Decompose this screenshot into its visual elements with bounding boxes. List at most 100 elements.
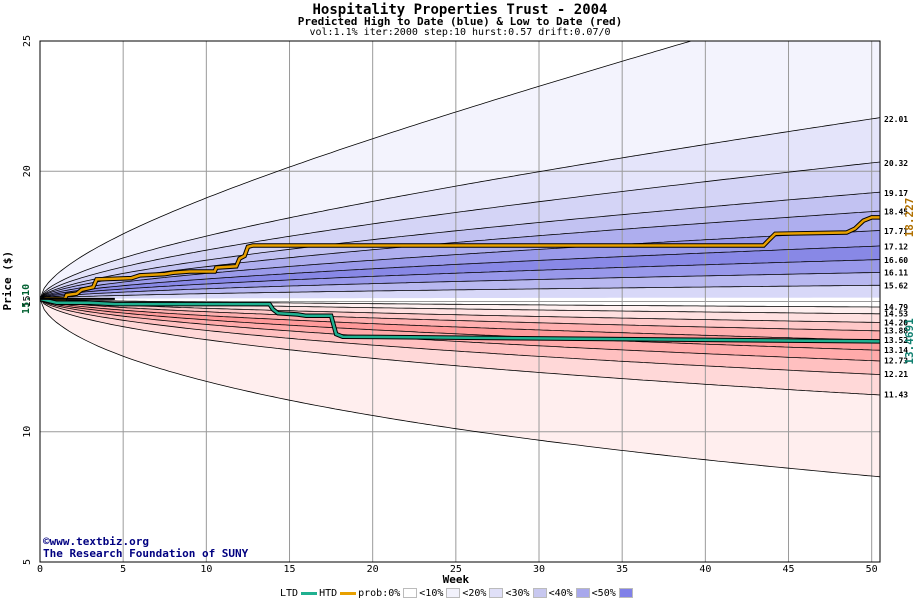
- x-tick-label: 0: [37, 564, 43, 575]
- legend-label: <30%: [505, 587, 530, 599]
- y-tick-label: 25: [22, 35, 33, 47]
- legend-swatch: [532, 588, 547, 598]
- x-tick-label: 50: [866, 564, 878, 575]
- legend-label: <40%: [548, 587, 573, 599]
- percentile-line: [40, 245, 880, 300]
- percentile-label: 12.21: [884, 370, 908, 379]
- credit-org: The Research Foundation of SUNY: [43, 547, 249, 560]
- percentile-line: [40, 284, 880, 300]
- percentile-line: [40, 210, 880, 300]
- band-high: [40, 192, 880, 299]
- percentile-line: [40, 298, 880, 478]
- legend-label: <20%: [462, 587, 487, 599]
- band-low: [40, 298, 880, 361]
- y-tick-label: 10: [22, 426, 33, 438]
- percentile-line: [40, 259, 880, 300]
- bands-group: [40, 41, 880, 477]
- percentile-line: [40, 298, 880, 332]
- percentile-label: 18.45: [884, 208, 908, 217]
- percentile-line: [40, 298, 880, 396]
- legend-label: HTD: [319, 587, 338, 599]
- percentile-label: 14.20: [884, 318, 908, 327]
- y-tick-label: 15: [22, 295, 33, 307]
- band-low: [40, 298, 880, 323]
- legend-swatch-line: [340, 591, 357, 595]
- band-high: [40, 259, 880, 299]
- legend-swatch: [618, 588, 633, 598]
- chart-subtitle: Predicted High to Date (blue) & Low to D…: [297, 15, 623, 28]
- percentile-line: [40, 298, 880, 323]
- legend-label: prob:0%: [358, 587, 401, 599]
- band-low: [40, 298, 880, 375]
- y-axis-label: Price ($): [1, 251, 14, 311]
- percentile-label: 16.60: [884, 256, 908, 265]
- band-high: [40, 211, 880, 299]
- band-low: [40, 298, 880, 477]
- percentile-line: [40, 191, 880, 300]
- band-high: [40, 162, 880, 299]
- percentile-label: 22.01: [884, 115, 908, 124]
- percentile-label: 16.11: [884, 269, 908, 278]
- band-high: [40, 245, 880, 299]
- percentile-label: 14.79: [884, 303, 908, 312]
- band-high: [40, 117, 880, 299]
- percentile-line: [40, 298, 880, 375]
- percentile-line: [40, 298, 880, 341]
- percentile-label: 13.88: [884, 327, 908, 336]
- percentile-label: 15.62: [884, 281, 908, 290]
- start-price-label: 15.10: [21, 284, 32, 314]
- x-tick-label: 45: [782, 564, 794, 575]
- y-tick-label: 5: [22, 559, 33, 565]
- series-line-ltd: [40, 297, 880, 343]
- percentile-label: 19.17: [884, 189, 908, 198]
- x-tick-label: 15: [283, 564, 295, 575]
- legend-label: <10%: [419, 587, 444, 599]
- band-low: [40, 298, 880, 395]
- credit-url: ©www.textbiz.org: [43, 535, 149, 548]
- percentile-label: 13.14: [884, 346, 908, 355]
- percentile-label: 17.12: [884, 242, 908, 251]
- x-tick-label: 40: [699, 564, 711, 575]
- percentile-label: 20.32: [884, 159, 908, 168]
- chart-params: vol:1.1% iter:2000 step:10 hurst:0.57 dr…: [309, 27, 611, 38]
- percentile-label: 14.53: [884, 310, 908, 319]
- percentile-label: 17.71: [884, 227, 908, 236]
- percentile-label: 11.43: [884, 390, 908, 399]
- band-high: [40, 41, 880, 299]
- legend: LTD HTD prob:0% <10% <20% <30% <40% <50%: [280, 586, 635, 600]
- percentile-line: [40, 272, 880, 300]
- percentile-label: 12.73: [884, 357, 908, 366]
- series-end-label-ltd: 13.4691: [903, 318, 916, 365]
- x-tick-label: 25: [450, 564, 462, 575]
- x-tick-label: 30: [533, 564, 545, 575]
- percentile-line: [40, 161, 880, 300]
- chart-title: Hospitality Properties Trust - 2004: [312, 2, 608, 18]
- boundary-lines: [40, 41, 880, 478]
- y-tick-label: 20: [22, 165, 33, 177]
- percentile-label: 13.52: [884, 336, 908, 345]
- legend-swatch: [403, 588, 418, 598]
- legend-label: <50%: [591, 587, 616, 599]
- series-end-label-htd: 18.227: [903, 198, 916, 238]
- plot-frame: [39, 40, 881, 563]
- x-tick-label: 20: [367, 564, 379, 575]
- legend-swatch: [446, 588, 461, 598]
- series-line-htd: [40, 216, 880, 301]
- legend-label: LTD: [280, 587, 299, 599]
- percentile-line: [40, 41, 693, 300]
- band-high: [40, 285, 880, 299]
- band-low: [40, 298, 880, 307]
- legend-swatch-line: [301, 591, 318, 595]
- x-tick-label: 35: [616, 564, 628, 575]
- x-tick-label: 5: [120, 564, 126, 575]
- x-tick-label: 10: [200, 564, 212, 575]
- percentile-line: [40, 298, 880, 351]
- legend-swatch: [489, 588, 504, 598]
- legend-swatch: [575, 588, 590, 598]
- x-axis-label: Week: [443, 573, 470, 586]
- percentile-line: [40, 298, 880, 308]
- percentile-line: [40, 298, 880, 362]
- percentile-line: [40, 117, 880, 300]
